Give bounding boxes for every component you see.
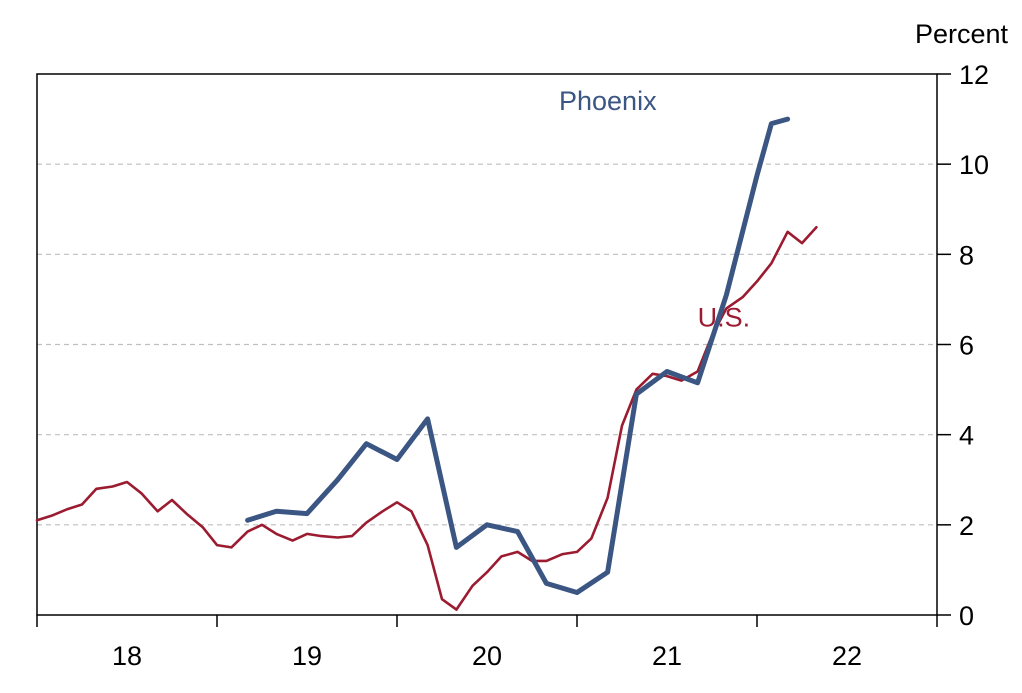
x-tick-label: 22: [832, 641, 862, 671]
y-axis-ticks: 0 2 4 6 8 10 12: [937, 60, 989, 631]
series-line-phoenix: [245, 116, 791, 595]
x-tick-label: 19: [292, 641, 322, 671]
y-tick-label: 2: [959, 511, 974, 541]
y-tick-label: 8: [959, 240, 974, 270]
series-annotations: Phoenix U.S.: [559, 86, 750, 332]
x-tick-label: 21: [652, 641, 682, 671]
annotation-phoenix: Phoenix: [559, 86, 657, 116]
y-axis-unit-label: Percent: [915, 19, 1009, 49]
series-lines: [35, 116, 818, 611]
y-tick-label: 0: [959, 601, 974, 631]
x-axis-ticks: 18 19 20 21 22: [36, 615, 938, 671]
y-tick-label: 6: [959, 331, 974, 361]
y-tick-label: 4: [959, 421, 974, 451]
x-tick-label: 18: [112, 641, 142, 671]
annotation-us: U.S.: [698, 302, 751, 332]
y-tick-label: 12: [959, 60, 989, 90]
x-tick-label: 20: [472, 641, 502, 671]
y-tick-label: 10: [959, 150, 989, 180]
